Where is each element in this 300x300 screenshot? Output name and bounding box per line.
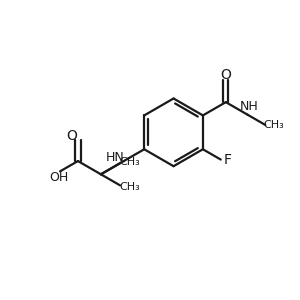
Text: CH₃: CH₃ [119,182,140,192]
Text: CH₃: CH₃ [263,120,284,130]
Text: HN: HN [106,151,125,164]
Text: F: F [223,153,231,166]
Text: CH₃: CH₃ [119,157,140,167]
Text: O: O [220,68,231,82]
Text: OH: OH [49,171,68,184]
Text: NH: NH [240,100,258,113]
Text: O: O [66,129,77,143]
